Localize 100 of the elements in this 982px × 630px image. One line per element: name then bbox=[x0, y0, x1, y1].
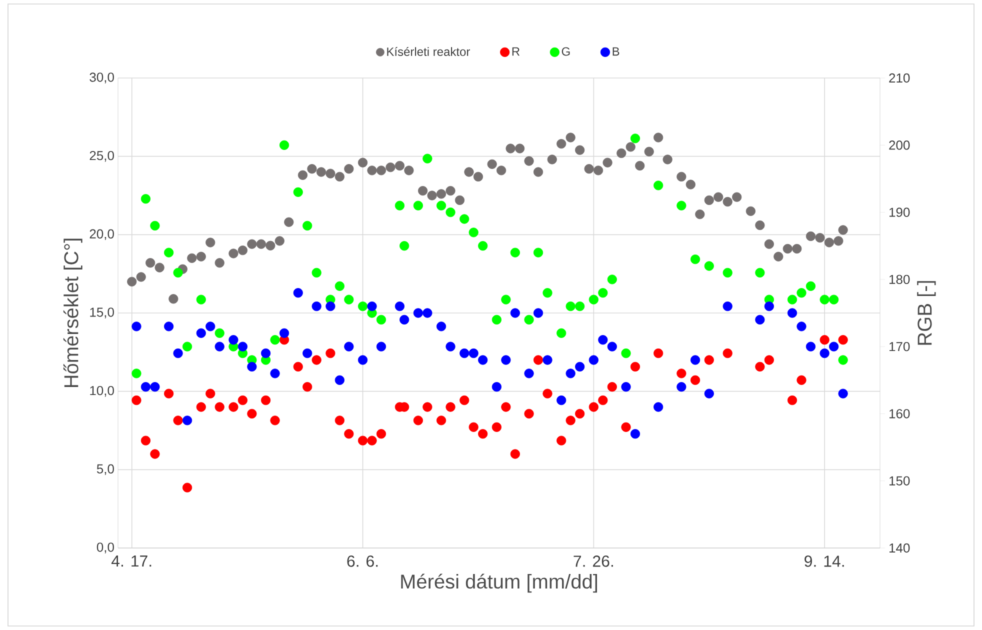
point bbox=[575, 408, 585, 419]
point bbox=[704, 355, 714, 365]
point bbox=[621, 348, 631, 358]
point bbox=[787, 294, 798, 304]
point bbox=[214, 328, 224, 338]
point bbox=[247, 362, 257, 372]
point bbox=[621, 422, 631, 432]
x-tick-label: 7. 26. bbox=[574, 556, 613, 567]
y2-tick-label: 200 bbox=[889, 140, 910, 150]
point bbox=[164, 248, 174, 258]
point bbox=[247, 408, 257, 419]
y2-tick-label: 140 bbox=[889, 543, 910, 553]
point bbox=[838, 335, 848, 345]
y-tick-label: 30,0 bbox=[90, 72, 114, 84]
point bbox=[542, 355, 552, 365]
y2-tick-label: 150 bbox=[889, 476, 910, 486]
point bbox=[132, 368, 142, 378]
point bbox=[676, 382, 686, 392]
point bbox=[492, 314, 502, 325]
point bbox=[468, 228, 478, 238]
point bbox=[312, 301, 322, 312]
point bbox=[704, 261, 714, 271]
point bbox=[228, 335, 238, 345]
point bbox=[676, 368, 686, 378]
point bbox=[344, 429, 354, 439]
point bbox=[542, 288, 552, 298]
point bbox=[413, 200, 423, 210]
point bbox=[755, 314, 765, 325]
point bbox=[607, 382, 617, 392]
point bbox=[196, 294, 206, 304]
point bbox=[829, 342, 839, 352]
y2-tick-label: 180 bbox=[889, 274, 910, 284]
point bbox=[422, 154, 432, 164]
y2-axis-title: RGB [-] bbox=[917, 281, 936, 345]
point bbox=[755, 268, 765, 278]
point bbox=[238, 342, 248, 352]
point bbox=[468, 348, 478, 358]
point bbox=[722, 301, 732, 312]
point bbox=[150, 449, 160, 459]
x-tick-label: 6. 6. bbox=[347, 556, 378, 567]
legend-label: R bbox=[512, 47, 520, 56]
point bbox=[533, 248, 544, 258]
point bbox=[376, 314, 386, 325]
point bbox=[796, 322, 806, 332]
point bbox=[358, 301, 368, 312]
y-tick-label: 10,0 bbox=[90, 386, 114, 397]
point bbox=[630, 429, 640, 439]
point bbox=[598, 335, 608, 345]
x-axis-title: Mérési dátum [mm/dd] bbox=[401, 574, 598, 593]
point bbox=[607, 342, 617, 352]
y-axis-title: Hőmérséklet [C°] bbox=[63, 238, 82, 388]
point bbox=[182, 416, 192, 426]
point bbox=[326, 301, 336, 312]
point bbox=[806, 342, 816, 352]
point bbox=[358, 355, 368, 365]
point bbox=[302, 348, 312, 358]
point bbox=[446, 402, 456, 412]
point bbox=[394, 301, 405, 312]
point bbox=[575, 301, 585, 312]
point bbox=[607, 274, 617, 284]
point bbox=[764, 301, 774, 312]
point bbox=[492, 382, 502, 392]
point bbox=[510, 449, 520, 459]
point bbox=[358, 436, 368, 446]
point bbox=[501, 355, 511, 365]
point bbox=[796, 288, 806, 298]
point bbox=[533, 308, 544, 318]
point bbox=[755, 362, 765, 372]
y-tick-label: 20,0 bbox=[90, 229, 114, 240]
point bbox=[302, 382, 312, 392]
y2-tick-label: 160 bbox=[889, 409, 910, 418]
y2-tick-label: 190 bbox=[889, 208, 910, 217]
point bbox=[270, 335, 280, 345]
point bbox=[173, 348, 183, 358]
point bbox=[140, 382, 151, 392]
point bbox=[501, 294, 511, 304]
point bbox=[722, 268, 732, 278]
point bbox=[173, 416, 183, 426]
point bbox=[542, 388, 552, 398]
point bbox=[630, 362, 640, 372]
point bbox=[270, 368, 280, 378]
point bbox=[400, 241, 410, 251]
point bbox=[279, 328, 290, 338]
point bbox=[140, 436, 151, 446]
point bbox=[446, 207, 456, 218]
point bbox=[196, 328, 206, 338]
point bbox=[279, 140, 290, 150]
point bbox=[690, 254, 700, 264]
point bbox=[394, 200, 405, 210]
point bbox=[796, 375, 806, 385]
y2-tick-label: 210 bbox=[889, 73, 910, 83]
point bbox=[533, 355, 544, 365]
y-tick-label: 25,0 bbox=[90, 150, 114, 162]
point bbox=[787, 308, 798, 318]
point bbox=[293, 362, 303, 372]
legend-label: G bbox=[562, 47, 570, 56]
x-tick-label: 9. 14. bbox=[804, 556, 844, 567]
point bbox=[820, 348, 830, 358]
point bbox=[238, 395, 248, 406]
point bbox=[690, 375, 700, 385]
